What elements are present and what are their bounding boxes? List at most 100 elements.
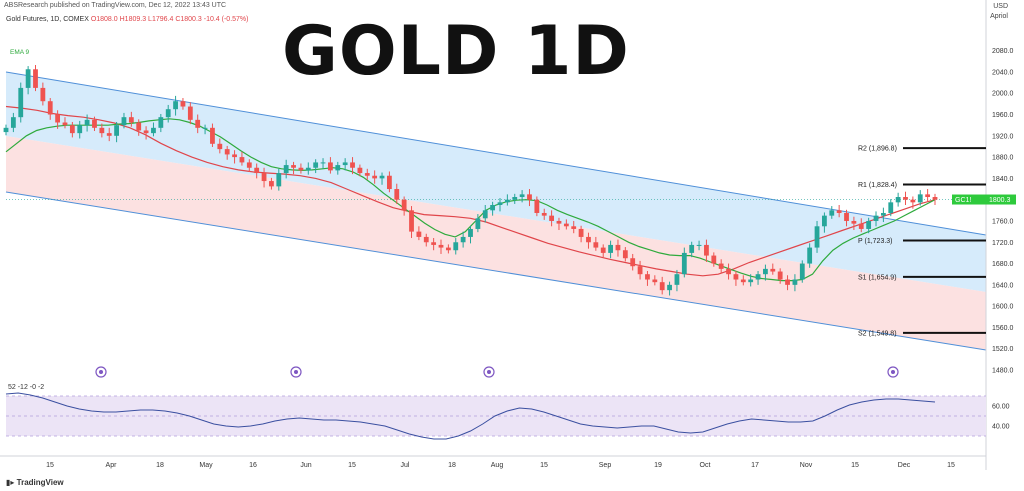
y-tick-label: 1880.0 — [992, 155, 1014, 162]
candle-body — [630, 258, 636, 267]
candle-body — [726, 268, 731, 275]
candle-body — [571, 226, 577, 229]
oscillator-line — [5, 392, 936, 440]
candle-body — [269, 181, 274, 187]
oscillator-tick-label: 40.00 — [992, 424, 1010, 431]
candle-body — [136, 122, 142, 131]
candle-body — [468, 228, 473, 237]
candle-body — [608, 244, 613, 253]
candle-body — [3, 127, 9, 133]
candle-body — [490, 205, 496, 211]
symbol-name[interactable]: Gold Futures, 1D, COMEX — [6, 16, 89, 23]
candle-body — [210, 127, 215, 144]
candle-body — [92, 119, 97, 128]
ema-indicator-label[interactable]: EMA 9 — [10, 49, 30, 56]
ohlc-high: H1809.3 — [119, 16, 147, 23]
x-tick-label: Nov — [800, 462, 813, 469]
currency-code: USD — [993, 3, 1008, 10]
ohlc-close: C1800.3 — [175, 16, 202, 23]
candle-body — [128, 117, 134, 123]
candle-body — [232, 154, 237, 158]
candle-body — [763, 268, 768, 275]
current-price-badge-symbol-text: GC1! — [955, 197, 971, 204]
candle-body — [903, 197, 908, 200]
y-tick-label: 1720.0 — [992, 240, 1014, 247]
candle-body — [195, 119, 201, 128]
candle-body — [645, 274, 650, 280]
candle-body — [283, 165, 289, 174]
candle-body — [556, 220, 562, 224]
candle-body — [165, 109, 171, 118]
candle-body — [350, 162, 355, 168]
candle-body — [873, 215, 879, 221]
candle-body — [519, 194, 525, 198]
candle-body — [99, 127, 105, 134]
candle-body — [888, 202, 894, 213]
candle-body — [851, 220, 857, 224]
candle-body — [755, 274, 761, 280]
candle-body — [305, 167, 311, 171]
candle-body — [858, 223, 864, 229]
candle-body — [320, 162, 326, 164]
candle-body — [836, 210, 842, 213]
y-tick-label: 1840.0 — [992, 176, 1014, 183]
x-tick-label: 16 — [249, 462, 257, 469]
candle-body — [475, 218, 481, 229]
candle-body — [593, 242, 599, 248]
candle-body — [696, 244, 702, 246]
candle-body — [423, 236, 429, 243]
ohlc-open: O1808.0 — [90, 16, 118, 23]
current-price-badge — [986, 194, 1016, 205]
x-tick-label: Dec — [898, 462, 911, 469]
candle-body — [328, 162, 333, 171]
y-tick-label: 1520.0 — [992, 346, 1014, 353]
x-tick-label: 18 — [156, 462, 164, 469]
candle-body — [394, 189, 400, 200]
candle-body — [47, 101, 53, 115]
x-tick-label: Jun — [300, 462, 311, 469]
candle-body — [482, 210, 488, 219]
candle-body — [246, 162, 252, 168]
candle-body — [445, 247, 451, 251]
candle-body — [254, 167, 260, 174]
candle-body — [438, 244, 444, 248]
candle-body — [910, 199, 916, 203]
candle-body — [504, 199, 510, 203]
candle-body — [866, 220, 872, 229]
candle-body — [578, 228, 584, 237]
x-tick-label: May — [199, 462, 213, 469]
candle-body — [409, 210, 414, 232]
candle-body — [829, 210, 835, 216]
candle-body — [114, 125, 119, 136]
candle-body — [106, 133, 112, 136]
candle-body — [33, 69, 38, 88]
candle-body — [453, 242, 459, 251]
y-tick-label: 1560.0 — [992, 325, 1014, 332]
candle-body — [18, 87, 24, 118]
candle-body — [563, 223, 569, 227]
currency-unit: Apriol — [990, 13, 1008, 20]
candle-body — [917, 194, 923, 203]
pivot-label: S2 (1,549.8) — [858, 330, 897, 337]
candle-body — [799, 263, 805, 280]
channel-upper-line — [5, 71, 987, 236]
candle-body — [674, 274, 680, 285]
x-tick-label: 18 — [448, 462, 456, 469]
candle-body — [740, 279, 746, 283]
publisher-line: ABSResearch published on TradingView.com… — [4, 2, 227, 9]
candle-body — [932, 197, 938, 200]
candle-body — [534, 199, 540, 213]
candles-group — [3, 65, 938, 296]
y-tick-label: 1600.0 — [992, 304, 1014, 311]
x-tick-label: 17 — [751, 462, 759, 469]
candle-body — [807, 247, 813, 264]
candle-body — [527, 194, 532, 200]
y-tick-label: 1640.0 — [992, 282, 1014, 289]
x-tick-label: Oct — [700, 462, 711, 469]
brand-text: TradingView — [16, 478, 64, 487]
candle-body — [84, 119, 90, 126]
candle-body — [151, 127, 156, 134]
ema-slow-line — [5, 105, 936, 277]
candle-body — [681, 252, 687, 275]
